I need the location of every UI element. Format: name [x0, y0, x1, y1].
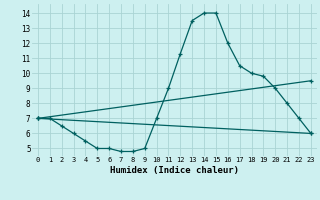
X-axis label: Humidex (Indice chaleur): Humidex (Indice chaleur): [110, 166, 239, 175]
